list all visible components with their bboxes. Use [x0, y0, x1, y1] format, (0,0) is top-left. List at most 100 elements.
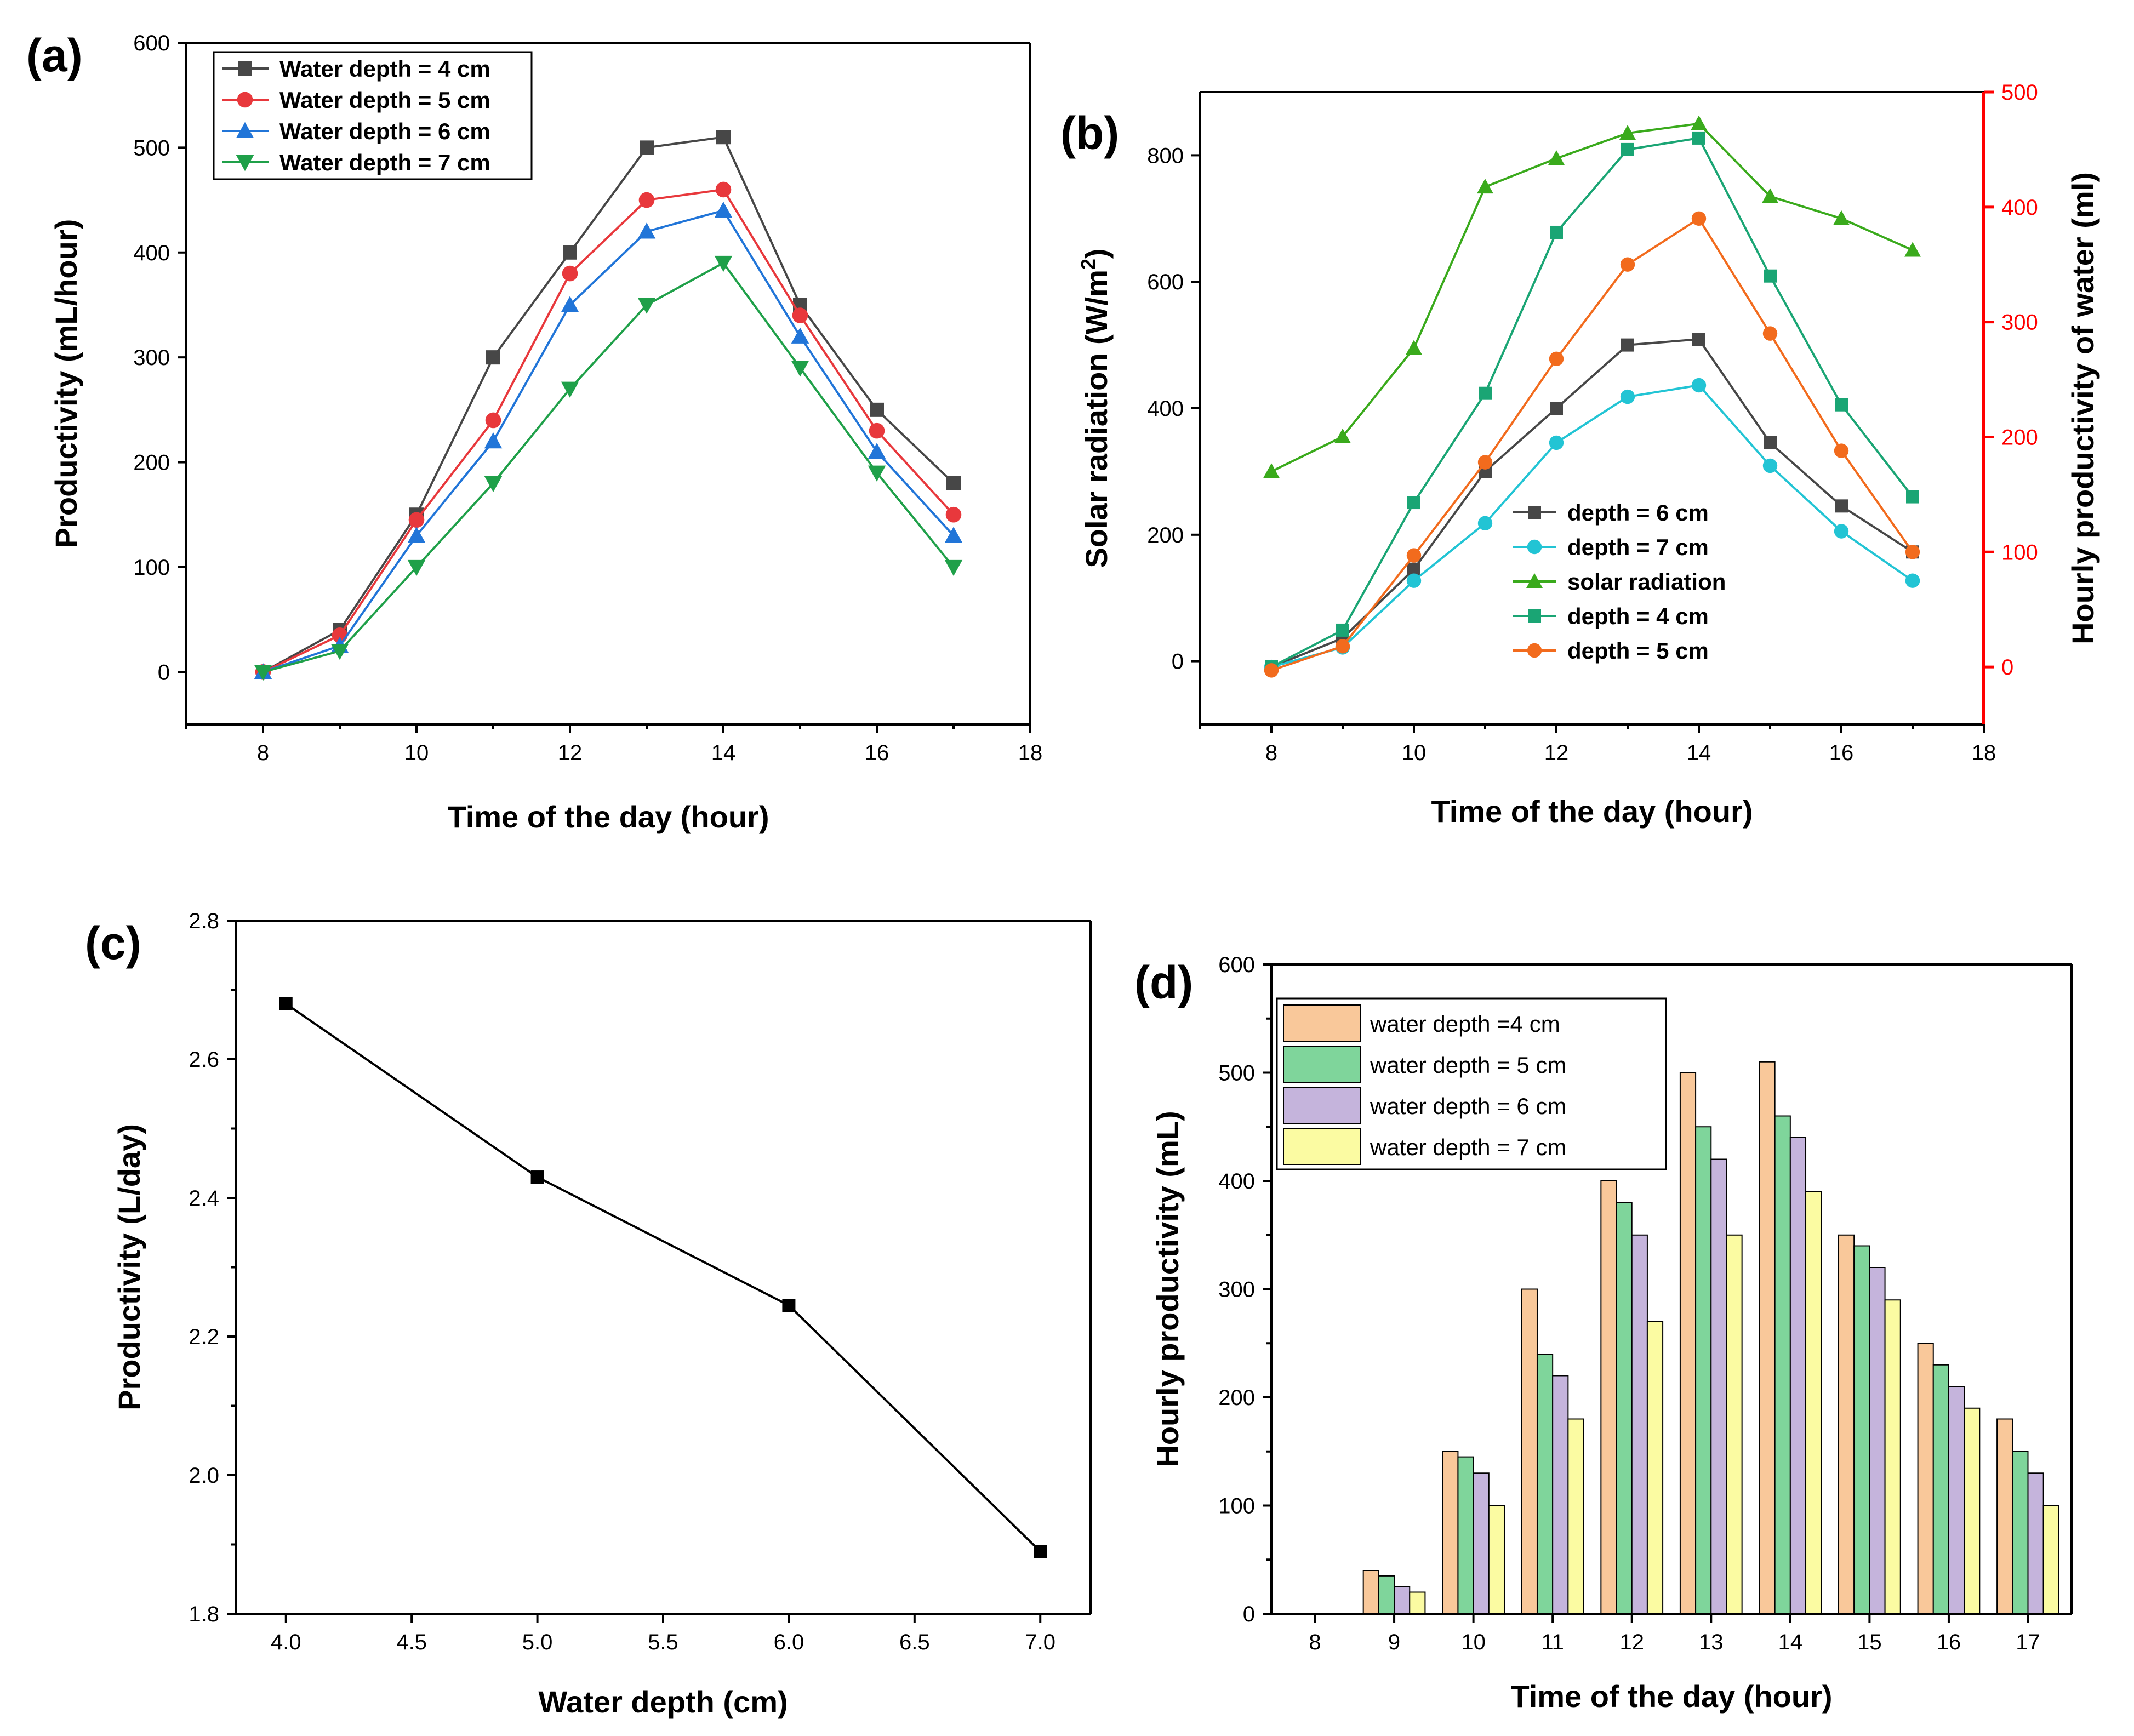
bar [1964, 1407, 1981, 1614]
data-point [1762, 458, 1778, 473]
legend-marker [236, 155, 254, 172]
bar [1631, 1234, 1648, 1614]
y-tick-label: 500 [133, 136, 170, 160]
data-point [1034, 1545, 1047, 1558]
x-tick-label: 6.5 [899, 1630, 930, 1654]
data-point [408, 512, 425, 528]
data-point [1764, 269, 1777, 283]
chart-c: 1.8 2.0 2.2 2.4 2.6 2.8 4.0 4.5 5.0 5.5 6.0 6.5 7.0 W… [112, 909, 1092, 1719]
x-tick-label: 14 [711, 741, 736, 765]
data-point [791, 327, 809, 344]
data-point [1835, 398, 1848, 412]
data-point [563, 245, 577, 260]
data-point [485, 412, 501, 429]
data-point [561, 296, 579, 312]
bar [1488, 1505, 1505, 1614]
y-left-tick-label: 0 [1172, 650, 1184, 674]
data-point [330, 644, 349, 660]
y-right-tick-label: 100 [2001, 540, 2038, 564]
y-tick-label: 400 [1218, 1169, 1255, 1194]
data-point [1762, 188, 1778, 203]
data-point [1477, 179, 1493, 194]
x-tick-label: 14 [1687, 741, 1711, 765]
chart-a: 0 100 200 300 400 500 600 8 10 12 14 16 18 Time of th… [49, 31, 1042, 834]
y-tick-label: 400 [133, 241, 170, 265]
data-point [1621, 338, 1634, 352]
data-point [640, 140, 654, 155]
x-tick-label: 5.0 [522, 1630, 553, 1654]
legend-label: Water depth = 7 cm [279, 150, 490, 175]
data-point [868, 443, 886, 459]
bar [1679, 1072, 1697, 1614]
x-tick-label: 10 [404, 741, 429, 765]
y-right-tick-label: 400 [2001, 196, 2038, 220]
x-tick-label: 6.0 [774, 1630, 804, 1654]
x-tick-label: 5.5 [648, 1630, 678, 1654]
x-tick-label: 16 [1829, 741, 1854, 765]
legend-label: water depth = 7 cm [1370, 1134, 1566, 1160]
data-point [1406, 573, 1422, 588]
series-line-depth-7-cm [1271, 384, 1914, 669]
data-point [791, 361, 809, 377]
y-tick-label: 600 [1218, 953, 1255, 977]
y-tick-label: 2.8 [189, 909, 219, 933]
legend-swatch [1283, 1004, 1361, 1042]
y-left-tick-label: 600 [1147, 270, 1184, 294]
y-axis-title: Productivity (mL/hour) [49, 219, 83, 548]
y-left-axis-title-close: ) [1079, 248, 1114, 259]
legend-marker [236, 122, 254, 138]
data-point [1263, 463, 1280, 478]
data-point [1549, 351, 1564, 366]
data-point [1692, 333, 1705, 346]
data-point [1335, 639, 1350, 654]
bar [1884, 1299, 1901, 1614]
data-point [1406, 340, 1422, 355]
x-tick-label: 9 [1388, 1630, 1400, 1654]
data-point [1619, 125, 1636, 140]
bar [1917, 1343, 1934, 1614]
series-line-solar-radiation [1271, 122, 1913, 473]
y-axis-title: Hourly productivity (mL) [1150, 1111, 1185, 1467]
data-point [1477, 455, 1493, 470]
bar [2012, 1451, 2029, 1614]
data-point [484, 476, 503, 493]
x-tick-label: 13 [1699, 1630, 1724, 1654]
bar [1646, 1321, 1664, 1614]
y-tick-label: 500 [1218, 1061, 1255, 1086]
bar [1552, 1375, 1569, 1614]
bar [1838, 1234, 1855, 1614]
data-point [946, 476, 961, 490]
legend-swatch [1283, 1128, 1361, 1165]
data-point [1904, 242, 1921, 257]
data-point [279, 997, 293, 1010]
data-point [1621, 142, 1634, 156]
bar [1996, 1418, 2013, 1614]
data-point [944, 559, 963, 576]
y-tick-label: 0 [1243, 1602, 1255, 1626]
y-left-tick-label: 200 [1147, 523, 1184, 547]
legend-label: water depth =4 cm [1370, 1011, 1560, 1037]
legend-box [213, 51, 533, 180]
y-right-tick-label: 500 [2001, 81, 2038, 105]
data-point [1691, 378, 1707, 393]
data-point [1407, 496, 1420, 510]
x-tick-label: 10 [1461, 1630, 1486, 1654]
legend-marker [1527, 643, 1542, 658]
bar [1567, 1418, 1584, 1614]
bar [1521, 1288, 1538, 1614]
data-point [254, 665, 272, 681]
legend-label: water depth = 6 cm [1370, 1093, 1566, 1119]
data-point [1550, 402, 1563, 415]
data-point [1762, 326, 1778, 341]
x-tick-label: 12 [558, 741, 583, 765]
series-line-6cm [263, 209, 955, 673]
y-tick-label: 300 [133, 346, 170, 370]
bar [2027, 1472, 2044, 1614]
data-point [870, 402, 884, 417]
bar [1932, 1364, 1949, 1614]
data-point [1906, 490, 1919, 504]
y-right-tick-label: 300 [2001, 311, 2038, 335]
data-point [1477, 516, 1493, 531]
bar [1805, 1191, 1822, 1614]
